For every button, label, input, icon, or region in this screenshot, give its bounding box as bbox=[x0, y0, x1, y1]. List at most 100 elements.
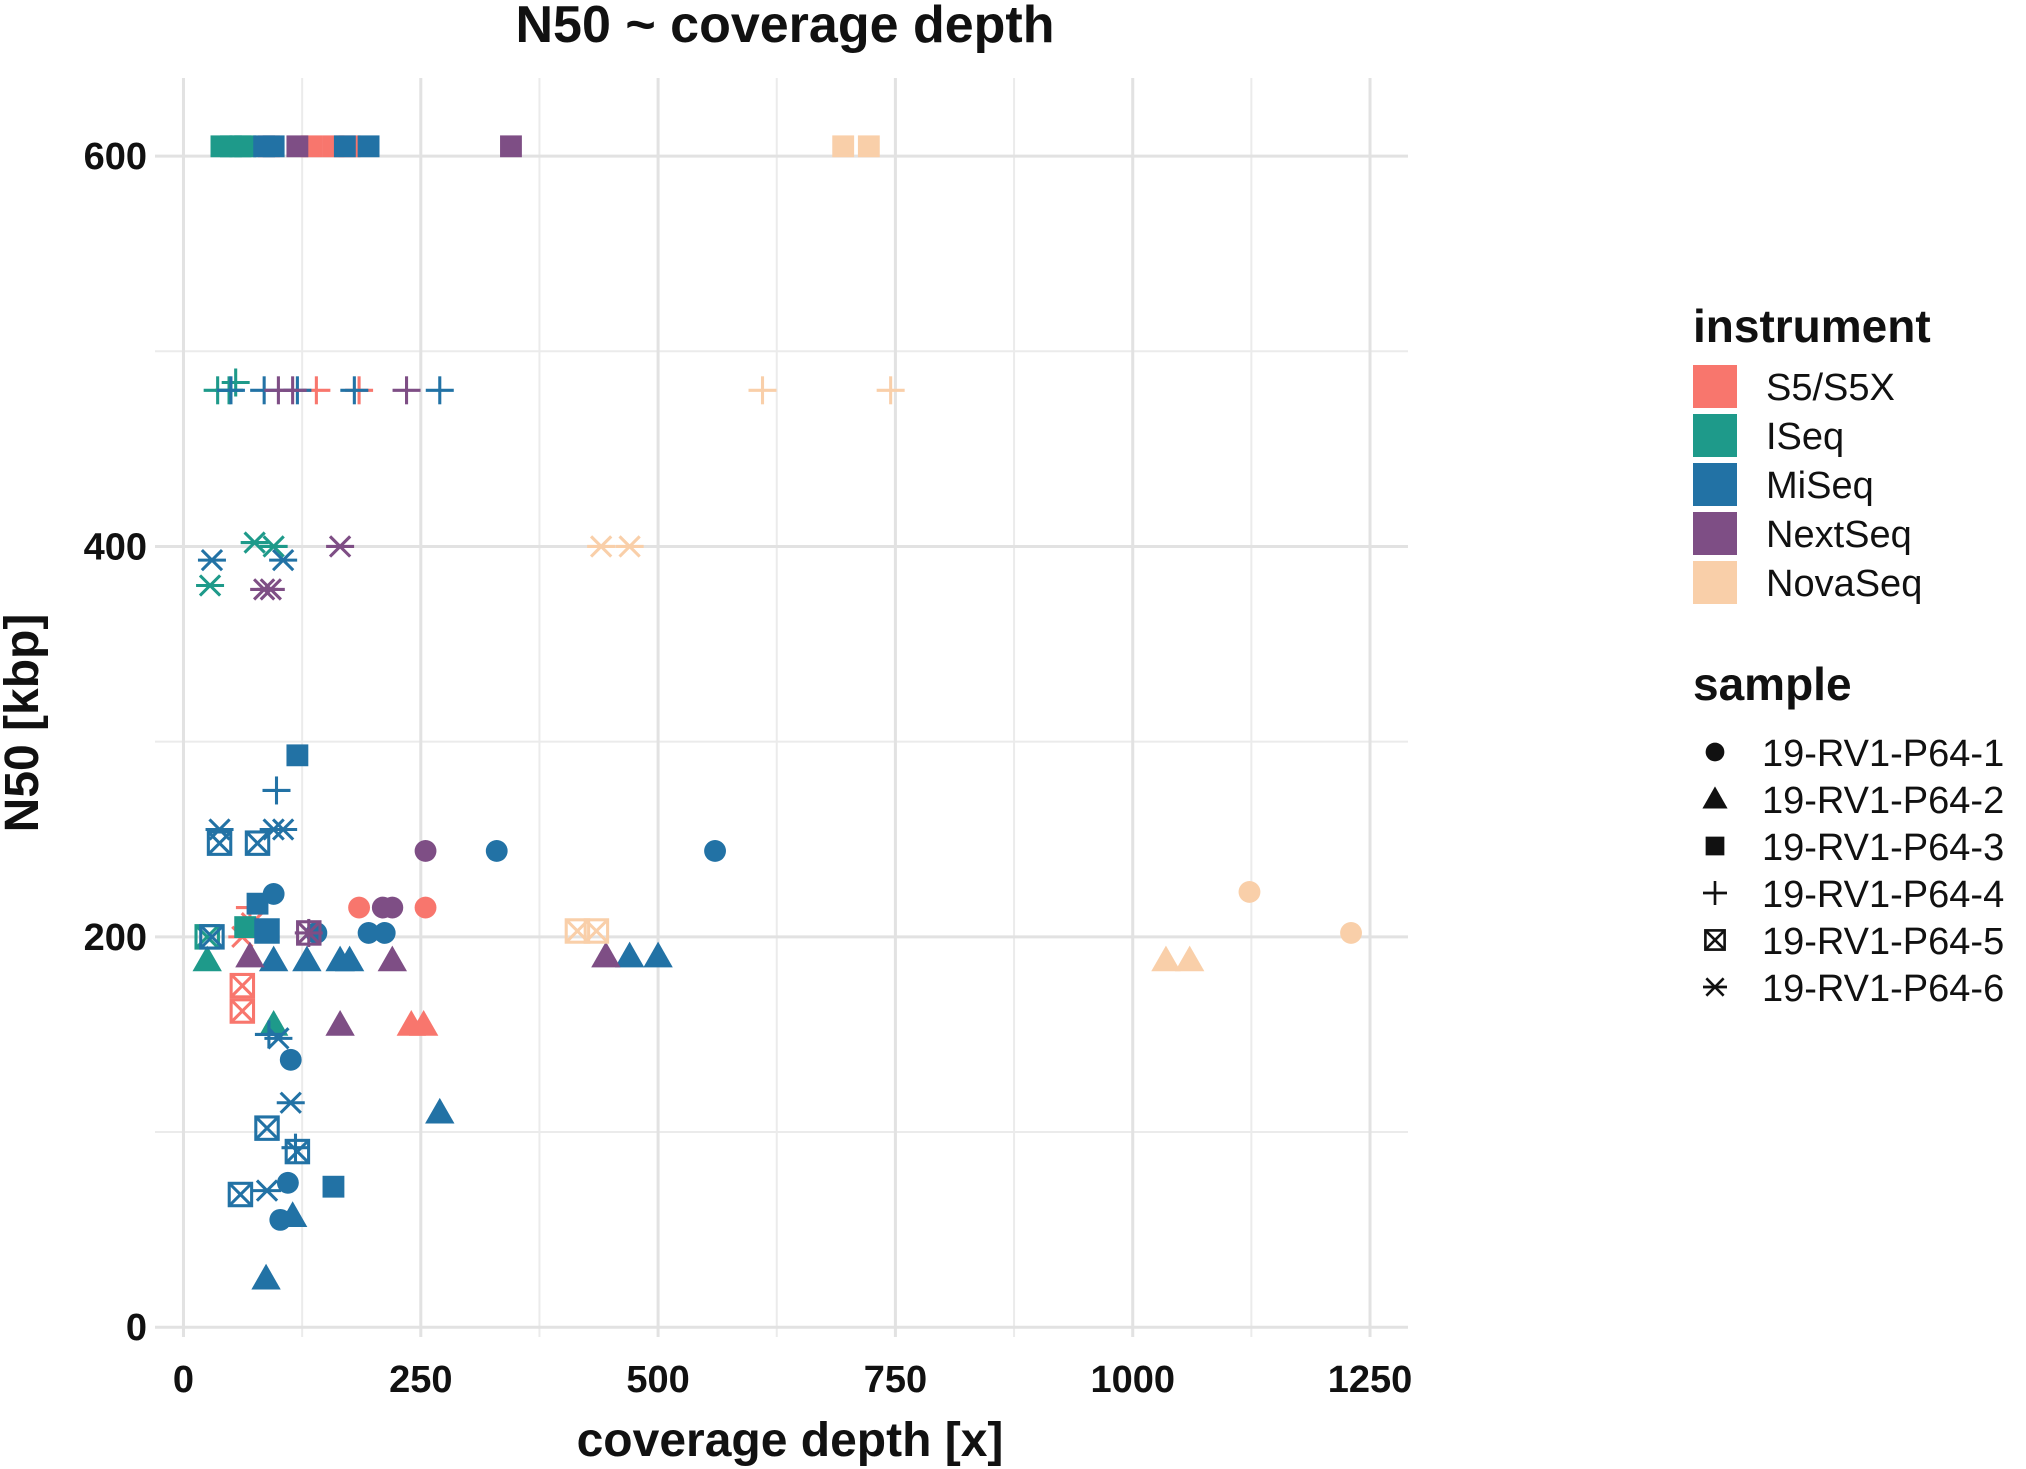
y-tick-label: 400 bbox=[84, 526, 147, 568]
legend-label-instrument: NovaSeq bbox=[1766, 563, 1922, 605]
legend-key-sample bbox=[1705, 836, 1725, 856]
data-point bbox=[192, 945, 222, 972]
data-point bbox=[199, 924, 225, 950]
data-points bbox=[192, 135, 1362, 1290]
data-point bbox=[587, 535, 616, 558]
data-point bbox=[381, 896, 404, 919]
data-point bbox=[216, 376, 245, 405]
data-point bbox=[1238, 881, 1261, 903]
y-tick-label: 600 bbox=[84, 136, 147, 178]
legend-key-sample bbox=[1703, 881, 1727, 905]
axis-ticks: 0 250 500 750 1000 1250 0 200 400 600 bbox=[84, 136, 1413, 1401]
legend-key-sample bbox=[1705, 742, 1725, 762]
data-point bbox=[206, 830, 233, 856]
data-point bbox=[221, 368, 250, 397]
data-point bbox=[292, 945, 322, 972]
legend-key-sample bbox=[1703, 977, 1727, 997]
y-axis-title: N50 [kbp] bbox=[0, 614, 49, 833]
legend-label-instrument: MiSeq bbox=[1766, 465, 1874, 507]
legend-label-sample: 19-RV1-P64-4 bbox=[1762, 874, 2004, 916]
data-point bbox=[276, 1091, 305, 1114]
data-point bbox=[229, 998, 256, 1024]
x-tick-label: 250 bbox=[389, 1359, 452, 1401]
data-point bbox=[258, 945, 289, 972]
data-point bbox=[348, 896, 371, 919]
data-point bbox=[253, 1179, 282, 1202]
data-point bbox=[244, 830, 271, 856]
data-point bbox=[269, 818, 298, 841]
data-point bbox=[235, 941, 265, 968]
data-point bbox=[583, 918, 610, 944]
data-point bbox=[277, 1201, 308, 1228]
legend-key-instrument bbox=[1693, 365, 1737, 408]
data-point bbox=[262, 776, 291, 805]
y-tick-label: 0 bbox=[126, 1307, 147, 1349]
data-point bbox=[254, 1115, 280, 1141]
data-point bbox=[254, 1020, 283, 1049]
data-point bbox=[748, 376, 777, 405]
data-point bbox=[1151, 945, 1181, 972]
data-point bbox=[414, 840, 437, 862]
data-point bbox=[269, 548, 298, 572]
data-point bbox=[286, 744, 309, 767]
data-point bbox=[196, 574, 225, 597]
x-tick-label: 500 bbox=[626, 1359, 689, 1401]
data-point bbox=[377, 945, 408, 972]
data-point bbox=[334, 945, 365, 972]
series-novaseq bbox=[564, 135, 1362, 972]
data-point bbox=[279, 1048, 302, 1071]
data-point bbox=[1340, 922, 1362, 944]
legend-label-sample: 19-RV1-P64-3 bbox=[1762, 827, 2004, 869]
legend-title-sample: sample bbox=[1693, 658, 1852, 710]
data-point bbox=[227, 1181, 254, 1208]
data-point bbox=[408, 1009, 439, 1036]
legend-label-instrument: NextSeq bbox=[1766, 514, 1912, 556]
data-point bbox=[246, 892, 269, 915]
data-point bbox=[425, 376, 454, 405]
legend-key-instrument bbox=[1693, 512, 1737, 555]
data-point bbox=[392, 376, 421, 405]
data-point bbox=[340, 376, 369, 405]
data-point bbox=[256, 578, 285, 601]
data-point bbox=[325, 1009, 355, 1036]
data-point bbox=[357, 922, 380, 944]
series-nextseq bbox=[235, 135, 621, 1036]
legend-label-instrument: ISeq bbox=[1766, 416, 1844, 458]
data-point bbox=[643, 941, 673, 968]
data-point bbox=[258, 1009, 289, 1036]
data-point bbox=[704, 840, 726, 862]
data-point bbox=[857, 135, 880, 158]
data-point bbox=[234, 135, 257, 158]
legend-label-sample: 19-RV1-P64-1 bbox=[1762, 733, 2004, 775]
data-point bbox=[240, 531, 269, 554]
data-point bbox=[425, 1097, 455, 1124]
data-point bbox=[251, 1263, 281, 1290]
data-point bbox=[591, 941, 621, 968]
data-point bbox=[262, 135, 285, 158]
x-tick-label: 1250 bbox=[1328, 1359, 1413, 1401]
chart-title: N50 ~ coverage depth bbox=[516, 0, 1055, 54]
data-point bbox=[229, 972, 256, 999]
data-point bbox=[615, 535, 644, 558]
data-point bbox=[254, 918, 280, 944]
legend-key-instrument bbox=[1693, 561, 1737, 604]
data-point bbox=[234, 916, 257, 939]
data-point bbox=[259, 535, 288, 558]
legend-key-instrument bbox=[1693, 414, 1737, 457]
data-point bbox=[500, 135, 522, 158]
data-point bbox=[294, 918, 323, 947]
data-point bbox=[485, 840, 508, 862]
data-point bbox=[1174, 945, 1205, 972]
legend-key-instrument bbox=[1693, 463, 1737, 506]
data-point bbox=[264, 1027, 293, 1050]
data-point bbox=[276, 1171, 299, 1194]
legend: instrument S5/S5X ISeq MiSeq NextSeq NovaSeq s… bbox=[1693, 300, 2004, 1010]
legend-label-sample: 19-RV1-P64-2 bbox=[1762, 780, 2004, 822]
data-point bbox=[357, 135, 380, 158]
data-point bbox=[333, 135, 356, 158]
data-point bbox=[197, 548, 226, 572]
legend-label-sample: 19-RV1-P64-5 bbox=[1762, 921, 2004, 963]
data-point bbox=[373, 922, 396, 944]
data-point bbox=[876, 376, 905, 405]
